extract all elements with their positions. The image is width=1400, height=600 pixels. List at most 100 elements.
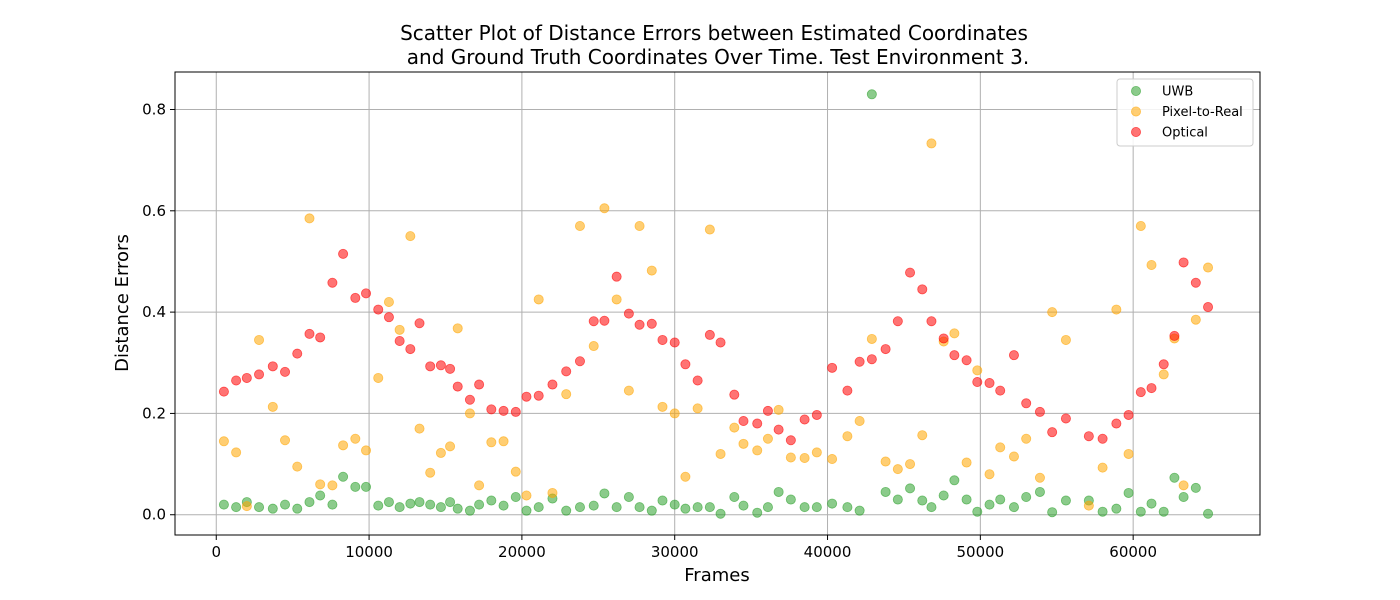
- uwb-point: [729, 492, 740, 503]
- pixel-to-real-point: [1097, 462, 1108, 473]
- pixel-to-real-point: [738, 438, 749, 449]
- optical-point: [1190, 277, 1201, 288]
- uwb-point: [1021, 492, 1032, 503]
- pixel-to-real-point: [361, 445, 372, 456]
- optical-point: [1146, 383, 1157, 394]
- pixel-to-real-point: [1021, 433, 1032, 444]
- optical-point: [486, 404, 497, 415]
- uwb-point: [938, 490, 949, 501]
- uwb-point: [905, 483, 916, 494]
- uwb-point: [1097, 506, 1108, 517]
- pixel-to-real-point: [961, 457, 972, 468]
- pixel-to-real-point: [692, 403, 703, 414]
- optical-point: [414, 318, 425, 329]
- uwb-point: [373, 500, 384, 511]
- uwb-point: [327, 499, 338, 510]
- pixel-to-real-point: [218, 436, 229, 447]
- pixel-to-real-point: [561, 389, 572, 400]
- pixel-to-real-point: [533, 294, 544, 305]
- optical-point: [949, 350, 960, 361]
- pixel-to-real-point: [995, 442, 1006, 453]
- pixel-to-real-point: [254, 334, 265, 345]
- pixel-to-real-point: [729, 422, 740, 433]
- optical-point: [574, 356, 585, 367]
- series-pixel-to-real: [218, 138, 1214, 512]
- pixel-to-real-point: [773, 404, 784, 415]
- x-tick-label: 60000: [1109, 543, 1157, 561]
- uwb-point: [464, 505, 475, 516]
- optical-point: [599, 315, 610, 326]
- optical-point: [1123, 409, 1134, 420]
- uwb-point: [1034, 486, 1045, 497]
- uwb-point: [338, 471, 349, 482]
- data-points: [218, 89, 1214, 519]
- x-tick-label: 50000: [956, 543, 1004, 561]
- pixel-to-real-point: [1034, 472, 1045, 483]
- uwb-point: [361, 481, 372, 492]
- uwb-point: [304, 497, 315, 508]
- pixel-to-real-point: [1146, 260, 1157, 271]
- optical-point: [785, 435, 796, 446]
- pixel-to-real-point: [383, 296, 394, 307]
- legend: UWB Pixel-to-Real Optical: [1116, 78, 1254, 147]
- pixel-to-real-point: [445, 441, 456, 452]
- pixel-to-real-point: [1060, 334, 1071, 345]
- optical-point: [1178, 257, 1189, 268]
- pixel-to-real-point: [315, 479, 326, 490]
- pixel-to-real-point: [267, 401, 278, 412]
- optical-point: [1034, 406, 1045, 417]
- legend-marker-pixel-to-real: [1131, 106, 1142, 117]
- optical-point: [435, 360, 446, 371]
- optical-point: [1169, 330, 1180, 341]
- pixel-to-real-point: [394, 324, 405, 335]
- optical-point: [241, 372, 252, 383]
- optical-point: [464, 394, 475, 405]
- uwb-point: [623, 492, 634, 503]
- legend-box: [1116, 78, 1254, 147]
- x-tick-label: 0: [211, 543, 221, 561]
- uwb-point: [425, 499, 436, 510]
- uwb-point: [1158, 506, 1169, 517]
- optical-point: [338, 248, 349, 259]
- x-tick-label: 10000: [345, 543, 393, 561]
- uwb-point: [738, 500, 749, 511]
- pixel-to-real-point: [350, 433, 361, 444]
- optical-point: [657, 334, 668, 345]
- uwb-point: [1123, 487, 1134, 498]
- pixel-to-real-point: [866, 333, 877, 344]
- pixel-to-real-point: [1083, 500, 1094, 511]
- pixel-to-real-point: [435, 447, 446, 458]
- pixel-to-real-point: [486, 437, 497, 448]
- uwb-point: [657, 495, 668, 506]
- y-tick-label: 0.0: [142, 506, 166, 524]
- y-tick-label: 0.4: [142, 303, 166, 321]
- uwb-point: [292, 503, 303, 514]
- x-tick-label: 30000: [651, 543, 699, 561]
- pixel-to-real-point: [574, 220, 585, 231]
- uwb-point: [866, 89, 877, 100]
- uwb-point: [267, 503, 278, 514]
- optical-point: [350, 292, 361, 303]
- pixel-to-real-point: [599, 203, 610, 214]
- optical-point: [917, 284, 928, 295]
- uwb-point: [715, 508, 726, 519]
- optical-point: [498, 405, 509, 416]
- optical-point: [715, 337, 726, 348]
- uwb-point: [1060, 495, 1071, 506]
- uwb-point: [1203, 508, 1214, 519]
- optical-point: [634, 319, 645, 330]
- optical-point: [304, 328, 315, 339]
- pixel-to-real-point: [657, 401, 668, 412]
- y-tick-label: 0.8: [142, 100, 166, 118]
- optical-point: [880, 344, 891, 355]
- pixel-to-real-point: [1190, 314, 1201, 325]
- uwb-point: [752, 507, 763, 518]
- uwb-point: [634, 502, 645, 513]
- optical-point: [445, 363, 456, 374]
- optical-point: [854, 356, 865, 367]
- pixel-to-real-point: [892, 464, 903, 475]
- pixel-to-real-point: [880, 456, 891, 467]
- optical-point: [938, 333, 949, 344]
- optical-point: [1083, 431, 1094, 442]
- optical-point: [773, 424, 784, 435]
